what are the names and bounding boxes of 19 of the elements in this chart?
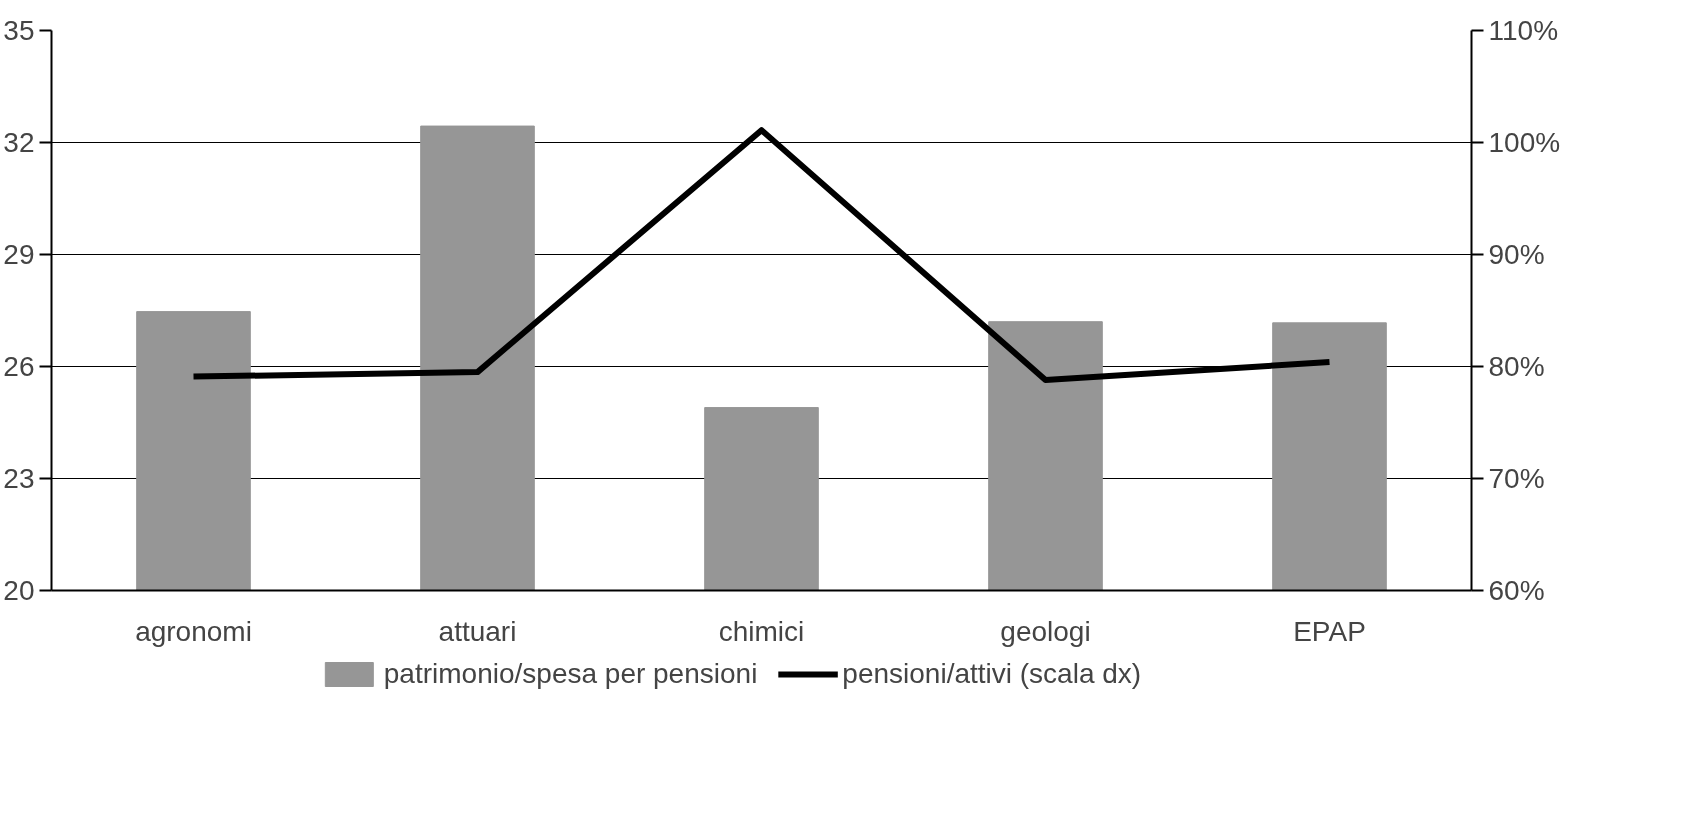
- y-tick-label: 23: [3, 463, 35, 494]
- y-tick-label: 20: [3, 575, 35, 606]
- x-tick-label: attuari: [438, 615, 517, 647]
- y2-tick-label: 90%: [1488, 239, 1545, 270]
- y2-tick-label: 80%: [1488, 351, 1545, 382]
- y2-tick-label: 60%: [1488, 575, 1545, 606]
- x-tick-label: chimici: [718, 615, 805, 647]
- y-tick-label: 29: [3, 239, 35, 270]
- x-tick-label: agronomi: [135, 615, 252, 647]
- legend-label: pensioni/attivi (scala dx): [842, 658, 1142, 690]
- y2-tick-label: 100%: [1488, 127, 1561, 158]
- y2-tick-label: 110%: [1488, 15, 1559, 46]
- y-tick-label: 32: [3, 127, 35, 158]
- y2-tick-label: 70%: [1488, 463, 1545, 494]
- legend-label: patrimonio/spesa per pensioni: [383, 658, 758, 690]
- y-tick-label: 35: [3, 15, 35, 46]
- y-tick-label: 26: [3, 351, 35, 382]
- x-tick-label: geologi: [1000, 615, 1091, 647]
- x-tick-label: EPAP: [1293, 615, 1366, 647]
